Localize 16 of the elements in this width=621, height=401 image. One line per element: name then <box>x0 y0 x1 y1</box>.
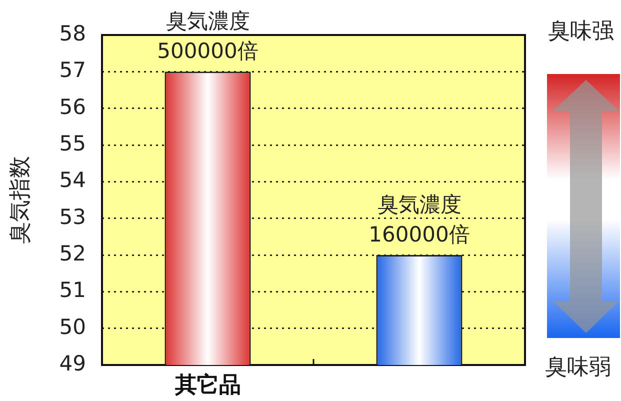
text: 臭味强 <box>548 18 614 46</box>
y-tick-label: 52 <box>59 241 86 266</box>
data-label: 臭気濃度 500000倍 <box>157 9 258 64</box>
y-tick-label: 56 <box>59 94 86 119</box>
y-tick-label: 54 <box>59 168 86 192</box>
y-tick-label: 53 <box>59 204 86 229</box>
data-label: 臭気濃度 160000倍 <box>368 192 470 246</box>
y-tick-label: 57 <box>59 58 86 82</box>
text: 臭味弱 <box>545 354 611 382</box>
y-tick-label: 58 <box>59 21 86 46</box>
y-tick-label: 50 <box>59 314 86 339</box>
x-tick-label: 其它品 <box>174 372 241 398</box>
y-tick-label: 49 <box>59 351 86 376</box>
y-axis-title: 臭気指数 <box>8 156 33 244</box>
y-tick-label: 55 <box>59 131 86 156</box>
y-tick-label: 51 <box>59 278 86 302</box>
